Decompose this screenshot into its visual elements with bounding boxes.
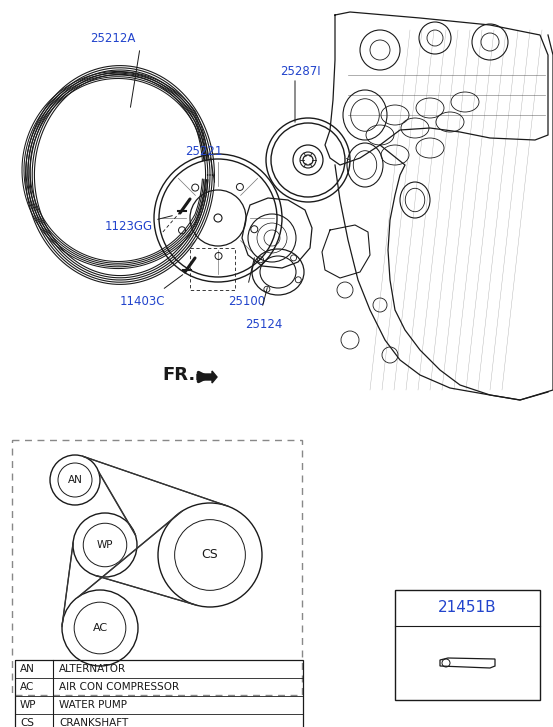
Bar <box>395 590 540 700</box>
Bar <box>12 440 302 695</box>
Circle shape <box>303 155 313 165</box>
Text: AC: AC <box>20 682 34 692</box>
Text: WP: WP <box>97 540 113 550</box>
Text: 25221: 25221 <box>185 145 222 158</box>
Text: AN: AN <box>20 664 35 674</box>
Text: WATER PUMP: WATER PUMP <box>59 700 127 710</box>
Text: 25124: 25124 <box>245 318 283 331</box>
Text: 25100: 25100 <box>228 295 265 308</box>
Circle shape <box>50 455 100 505</box>
Text: 21451B: 21451B <box>438 601 497 616</box>
Text: 11403C: 11403C <box>120 295 165 308</box>
Circle shape <box>73 513 137 577</box>
Bar <box>15 660 303 727</box>
Text: FR.: FR. <box>162 366 195 384</box>
Text: 1123GG: 1123GG <box>105 220 153 233</box>
Text: CRANKSHAFT: CRANKSHAFT <box>59 718 128 727</box>
Text: AC: AC <box>92 623 108 633</box>
Text: 25287I: 25287I <box>280 65 321 78</box>
Text: AIR CON COMPRESSOR: AIR CON COMPRESSOR <box>59 682 179 692</box>
Text: 25212A: 25212A <box>90 32 135 45</box>
Circle shape <box>62 590 138 666</box>
Text: AN: AN <box>67 475 82 485</box>
Circle shape <box>158 503 262 607</box>
Polygon shape <box>197 371 217 383</box>
Text: CS: CS <box>202 548 218 561</box>
Text: WP: WP <box>20 700 36 710</box>
Text: ALTERNATOR: ALTERNATOR <box>59 664 126 674</box>
Text: CS: CS <box>20 718 34 727</box>
Circle shape <box>214 214 222 222</box>
